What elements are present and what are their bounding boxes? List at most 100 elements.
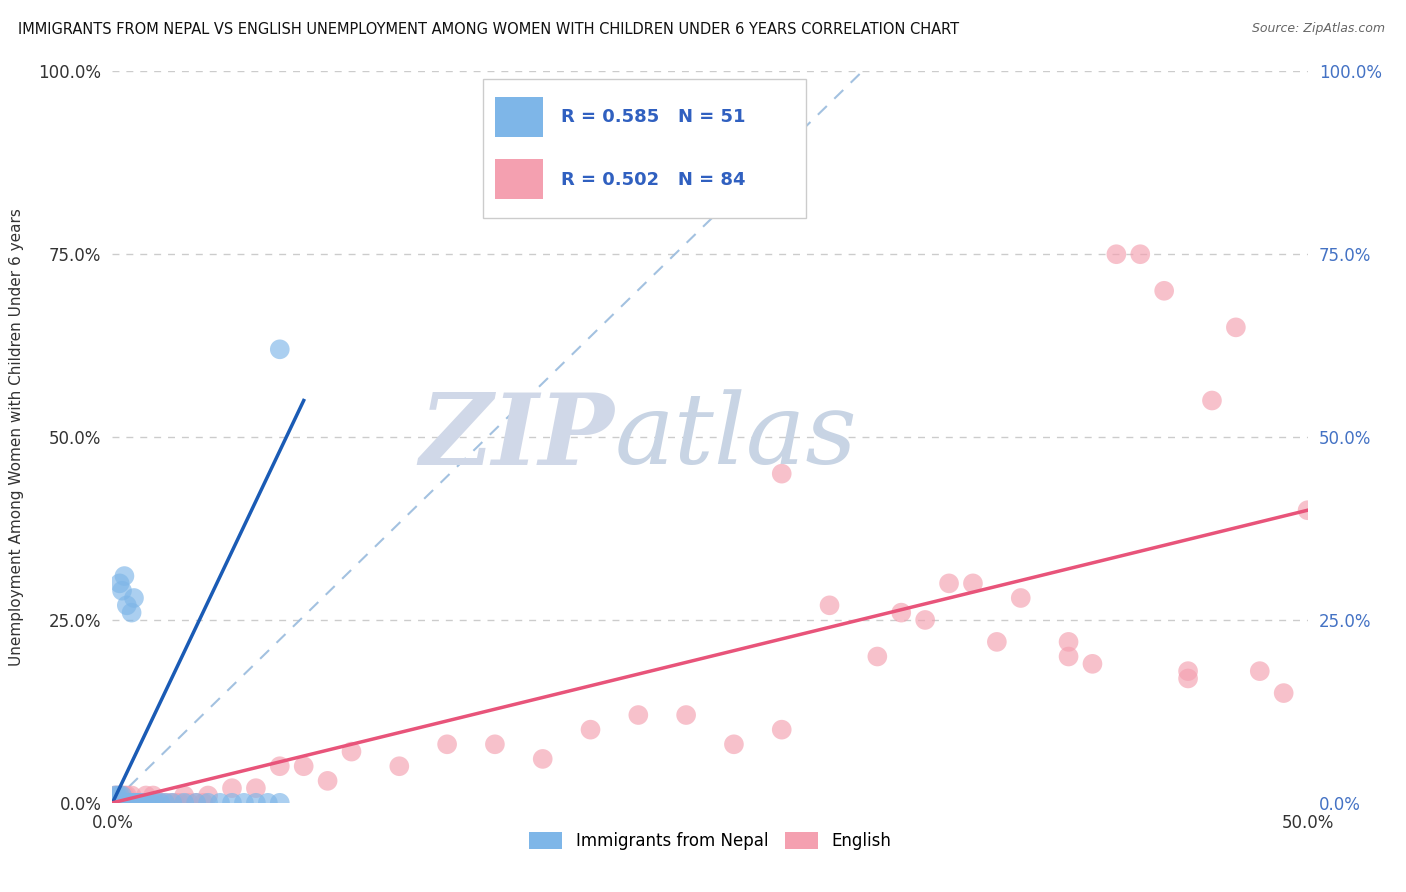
Point [111,796,134,810]
Text: ZIP: ZIP [419,389,614,485]
Point [233,796,256,810]
Point [105,796,128,810]
Point [138,796,160,810]
Point [1177,664,1199,678]
Point [269,796,291,810]
Point [104,789,127,803]
Point [173,789,195,803]
Point [163,796,186,810]
Text: R = 0.502   N = 84: R = 0.502 N = 84 [561,170,745,188]
Point [121,789,143,803]
Point [316,773,339,788]
Point [105,796,128,810]
Point [105,796,128,810]
Point [145,796,167,810]
Point [1249,664,1271,678]
Point [914,613,936,627]
FancyBboxPatch shape [495,159,543,200]
Point [108,796,131,810]
Point [105,796,128,810]
Point [186,796,208,810]
Point [111,796,134,810]
Point [153,796,176,810]
Point [132,796,155,810]
Point [132,796,155,810]
Point [105,796,128,810]
Point [186,796,208,810]
Point [142,789,165,803]
Point [149,796,172,810]
Point [114,789,135,803]
Point [1105,247,1128,261]
Point [114,569,135,583]
Point [169,796,191,810]
Point [193,796,215,810]
Text: IMMIGRANTS FROM NEPAL VS ENGLISH UNEMPLOYMENT AMONG WOMEN WITH CHILDREN UNDER 6 : IMMIGRANTS FROM NEPAL VS ENGLISH UNEMPLO… [18,22,959,37]
Point [1057,649,1080,664]
Point [484,737,506,751]
Legend: Immigrants from Nepal, English: Immigrants from Nepal, English [522,825,898,856]
Point [675,708,697,723]
Point [173,796,195,810]
Point [115,796,138,810]
Point [105,796,128,810]
Point [108,796,131,810]
Point [1225,320,1247,334]
Point [104,789,127,803]
Point [125,796,148,810]
Point [139,796,162,810]
Point [114,796,135,810]
Point [159,796,181,810]
Point [111,796,134,810]
Point [1129,247,1152,261]
Point [115,599,138,613]
Point [962,576,984,591]
Text: atlas: atlas [614,390,858,484]
Point [292,759,315,773]
Point [257,796,280,810]
Point [111,796,134,810]
Point [111,789,134,803]
Point [115,796,138,810]
Point [245,781,267,796]
Point [111,583,134,598]
Point [115,796,138,810]
Point [149,796,172,810]
Point [128,796,150,810]
Point [128,796,150,810]
Point [245,796,267,810]
Point [122,796,145,810]
Point [986,635,1008,649]
Point [938,576,960,591]
Point [104,796,127,810]
Point [114,796,135,810]
Text: R = 0.585   N = 51: R = 0.585 N = 51 [561,108,745,126]
Point [197,796,219,810]
Point [125,796,148,810]
Point [105,796,128,810]
Point [269,343,291,357]
Point [146,796,169,810]
Point [118,796,141,810]
Point [125,796,148,810]
Point [111,796,134,810]
Point [890,606,912,620]
Point [723,737,745,751]
Point [531,752,554,766]
Point [118,796,141,810]
Point [105,796,128,810]
Point [111,796,134,810]
Point [340,745,363,759]
Point [104,796,127,810]
Point [104,796,127,810]
Point [105,796,128,810]
Point [122,796,145,810]
Point [866,649,889,664]
Text: Source: ZipAtlas.com: Source: ZipAtlas.com [1251,22,1385,36]
Point [108,796,131,810]
Point [121,796,143,810]
Point [1057,635,1080,649]
Point [129,796,152,810]
Point [121,796,143,810]
Point [388,759,411,773]
